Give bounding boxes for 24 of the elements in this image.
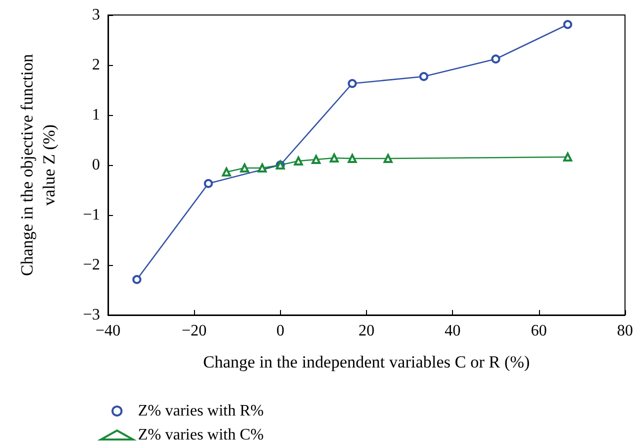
y-tick-label: 0 — [92, 156, 100, 174]
y-tick-label: 1 — [92, 106, 100, 124]
x-tick-label: −20 — [182, 322, 207, 340]
point — [419, 72, 428, 81]
point — [348, 79, 357, 88]
legend-label: Z% varies with R% — [138, 402, 264, 420]
legend-label: Z% varies with C% — [138, 426, 264, 444]
y-tick-label: −1 — [82, 206, 100, 224]
y-tick-label: 2 — [92, 56, 100, 74]
point — [204, 179, 213, 188]
x-tick-label: 80 — [617, 322, 633, 340]
y-axis-title: Change in the objective function value Z (%) — [18, 54, 58, 276]
point — [491, 54, 500, 64]
y-tick-label: 3 — [92, 6, 100, 24]
x-tick-label: 40 — [444, 322, 461, 340]
y-tick-label: −2 — [82, 256, 100, 274]
x-tick-label: 20 — [358, 322, 374, 340]
x-axis-title: Change in the independent variables C or R (%) — [203, 352, 530, 372]
x-tick-label: 0 — [276, 322, 284, 340]
x-tick-label: 60 — [530, 322, 547, 340]
y-tick-label: −3 — [82, 306, 100, 324]
x-tick-label: −40 — [95, 322, 121, 340]
point — [563, 20, 572, 29]
point — [132, 275, 142, 284]
